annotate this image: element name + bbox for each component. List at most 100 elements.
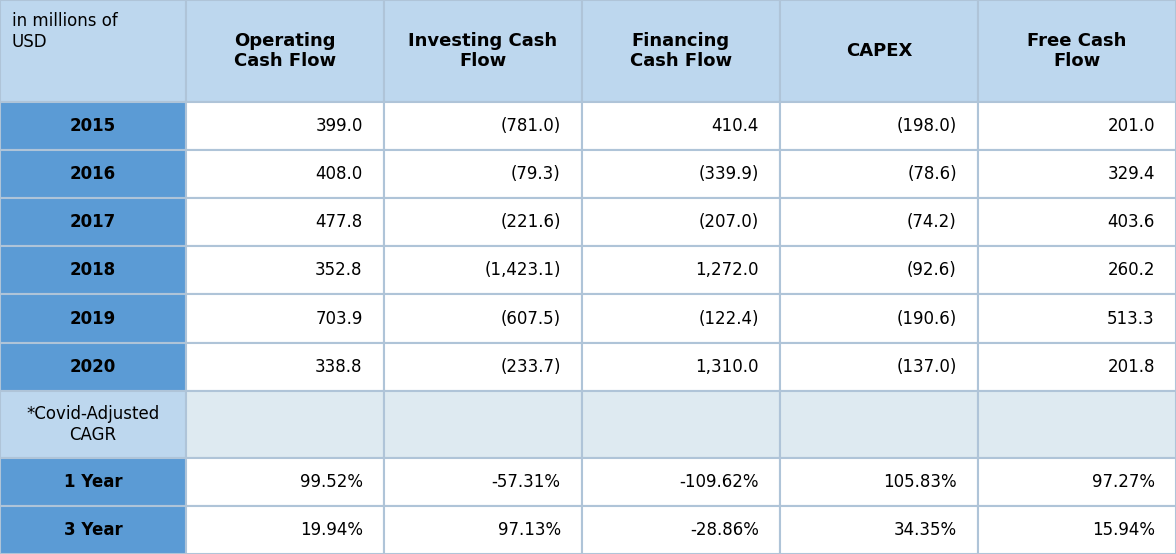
- Bar: [978, 150, 1176, 198]
- Text: 2018: 2018: [69, 261, 116, 279]
- Bar: [186, 342, 383, 391]
- Text: 97.27%: 97.27%: [1091, 473, 1155, 491]
- Text: 15.94%: 15.94%: [1091, 521, 1155, 539]
- Bar: [186, 247, 383, 295]
- Bar: [0, 198, 186, 247]
- Bar: [0, 102, 186, 150]
- Text: (781.0): (781.0): [501, 117, 561, 135]
- Bar: [582, 342, 780, 391]
- Bar: [0, 295, 186, 342]
- Text: 201.0: 201.0: [1108, 117, 1155, 135]
- Bar: [978, 391, 1176, 458]
- Text: (221.6): (221.6): [500, 213, 561, 232]
- Text: -28.86%: -28.86%: [690, 521, 759, 539]
- Bar: [186, 198, 383, 247]
- Text: 399.0: 399.0: [315, 117, 362, 135]
- Bar: [780, 247, 978, 295]
- Text: 2017: 2017: [69, 213, 116, 232]
- Bar: [582, 247, 780, 295]
- Text: 408.0: 408.0: [315, 165, 362, 183]
- Text: (207.0): (207.0): [699, 213, 759, 232]
- Text: 513.3: 513.3: [1108, 310, 1155, 327]
- Bar: [780, 391, 978, 458]
- Text: CAPEX: CAPEX: [846, 42, 913, 60]
- Bar: [780, 458, 978, 506]
- Text: (1,423.1): (1,423.1): [485, 261, 561, 279]
- Bar: [978, 458, 1176, 506]
- Bar: [978, 295, 1176, 342]
- Bar: [582, 391, 780, 458]
- Bar: [978, 198, 1176, 247]
- Bar: [780, 295, 978, 342]
- Text: (74.2): (74.2): [907, 213, 957, 232]
- Bar: [582, 506, 780, 554]
- Bar: [582, 102, 780, 150]
- Bar: [0, 506, 186, 554]
- Text: 3 Year: 3 Year: [64, 521, 122, 539]
- Bar: [186, 0, 383, 102]
- Bar: [582, 198, 780, 247]
- Text: Financing
Cash Flow: Financing Cash Flow: [630, 32, 731, 70]
- Text: 19.94%: 19.94%: [300, 521, 362, 539]
- Bar: [780, 102, 978, 150]
- Text: 260.2: 260.2: [1108, 261, 1155, 279]
- Bar: [0, 247, 186, 295]
- Bar: [383, 295, 582, 342]
- Bar: [383, 247, 582, 295]
- Bar: [978, 102, 1176, 150]
- Bar: [582, 150, 780, 198]
- Bar: [0, 342, 186, 391]
- Text: *Covid-Adjusted
CAGR: *Covid-Adjusted CAGR: [26, 405, 160, 444]
- Text: Investing Cash
Flow: Investing Cash Flow: [408, 32, 557, 70]
- Text: -57.31%: -57.31%: [492, 473, 561, 491]
- Text: 2016: 2016: [69, 165, 116, 183]
- Text: 97.13%: 97.13%: [497, 521, 561, 539]
- Bar: [978, 342, 1176, 391]
- Bar: [978, 0, 1176, 102]
- Text: (79.3): (79.3): [510, 165, 561, 183]
- Bar: [383, 391, 582, 458]
- Text: (122.4): (122.4): [699, 310, 759, 327]
- Bar: [186, 458, 383, 506]
- Bar: [186, 295, 383, 342]
- Text: in millions of
USD: in millions of USD: [12, 12, 118, 51]
- Bar: [186, 506, 383, 554]
- Text: (190.6): (190.6): [896, 310, 957, 327]
- Text: (137.0): (137.0): [896, 358, 957, 376]
- Text: (78.6): (78.6): [907, 165, 957, 183]
- Text: 403.6: 403.6: [1108, 213, 1155, 232]
- Bar: [383, 198, 582, 247]
- Text: 410.4: 410.4: [711, 117, 759, 135]
- Text: Free Cash
Flow: Free Cash Flow: [1028, 32, 1127, 70]
- Text: (607.5): (607.5): [501, 310, 561, 327]
- Bar: [383, 342, 582, 391]
- Text: Operating
Cash Flow: Operating Cash Flow: [234, 32, 336, 70]
- Bar: [582, 458, 780, 506]
- Bar: [582, 0, 780, 102]
- Bar: [383, 0, 582, 102]
- Bar: [780, 198, 978, 247]
- Bar: [582, 295, 780, 342]
- Bar: [780, 0, 978, 102]
- Text: 1,272.0: 1,272.0: [695, 261, 759, 279]
- Text: 2020: 2020: [69, 358, 116, 376]
- Text: (233.7): (233.7): [500, 358, 561, 376]
- Bar: [383, 458, 582, 506]
- Text: (198.0): (198.0): [896, 117, 957, 135]
- Text: 105.83%: 105.83%: [883, 473, 957, 491]
- Text: 2015: 2015: [69, 117, 116, 135]
- Text: 477.8: 477.8: [315, 213, 362, 232]
- Bar: [978, 506, 1176, 554]
- Text: (92.6): (92.6): [907, 261, 957, 279]
- Bar: [0, 391, 186, 458]
- Text: 329.4: 329.4: [1108, 165, 1155, 183]
- Bar: [780, 342, 978, 391]
- Text: -109.62%: -109.62%: [680, 473, 759, 491]
- Text: 201.8: 201.8: [1108, 358, 1155, 376]
- Bar: [0, 0, 186, 102]
- Text: 338.8: 338.8: [315, 358, 362, 376]
- Bar: [0, 458, 186, 506]
- Text: 99.52%: 99.52%: [300, 473, 362, 491]
- Bar: [186, 102, 383, 150]
- Text: 703.9: 703.9: [315, 310, 362, 327]
